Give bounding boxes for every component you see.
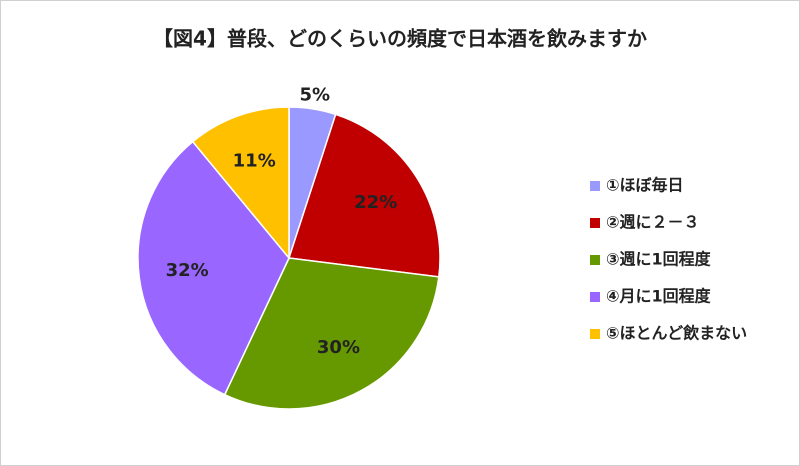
pie-slice <box>191 106 290 261</box>
data-label: 22% <box>354 192 397 213</box>
chart-title: 【図4】普段、どのくらいの頻度で日本酒を飲みますか <box>153 27 647 51</box>
legend-swatch <box>590 329 600 339</box>
legend-label: ④月に1回程度 <box>606 287 712 306</box>
legend-swatch <box>590 218 600 228</box>
legend-label: ⑤ほとんど飲まない <box>606 324 747 343</box>
data-label: 32% <box>166 260 209 281</box>
legend-swatch <box>590 181 600 191</box>
data-label: 30% <box>317 337 360 358</box>
pie-slice <box>288 113 441 278</box>
legend-swatch <box>590 292 600 302</box>
legend-label: ③週に1回程度 <box>606 250 712 269</box>
legend-swatch <box>590 255 600 265</box>
data-label: 5% <box>299 84 330 105</box>
legend-label: ②週に２－３ <box>606 213 700 232</box>
data-label: 11% <box>233 150 276 171</box>
pie-slice <box>223 257 440 410</box>
legend-label: ①ほぼ毎日 <box>606 176 684 195</box>
pie-slice <box>137 140 290 396</box>
